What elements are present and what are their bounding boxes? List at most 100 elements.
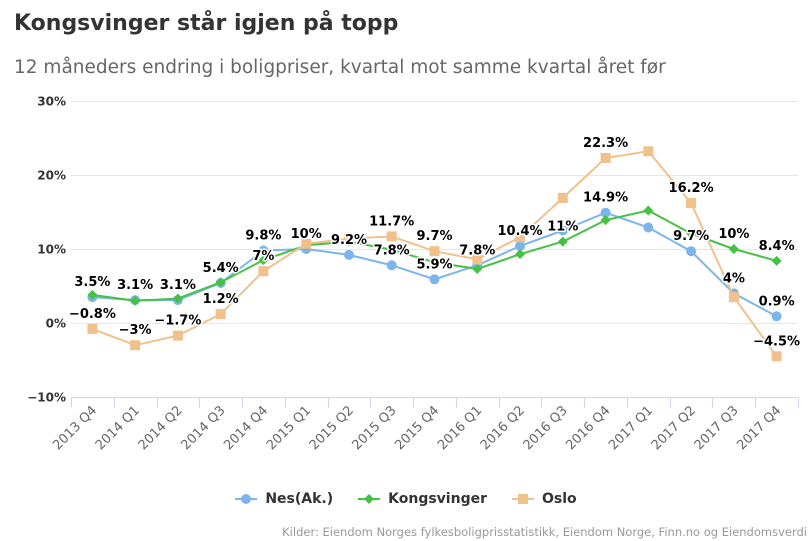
legend: Nes(Ak.) Kongsvinger Oslo <box>0 487 812 511</box>
x-axis-label: 2017 Q4 <box>734 403 784 453</box>
data-point-kongsvinger-2016-q3 <box>557 236 568 247</box>
legend-label-kongsvinger: Kongsvinger <box>388 491 487 507</box>
data-point-kongsvinger-2016-q1 <box>472 263 483 274</box>
data-label-oslo: 22.3% <box>583 136 628 151</box>
data-label-nes-ak: 3.1% <box>160 278 196 293</box>
series-group <box>87 146 782 362</box>
data-label-nes-ak: 7.8% <box>459 243 495 258</box>
data-label-nes-ak: 0.9% <box>759 294 795 309</box>
y-axis: 30% 20% 10% 0% −10% <box>27 95 66 405</box>
data-point-kongsvinger-2017-q2 <box>686 228 697 239</box>
data-label-nes-ak: 10.4% <box>497 224 542 239</box>
data-label-oslo: 7% <box>252 249 274 264</box>
series-oslo <box>87 146 782 362</box>
data-point-kongsvinger-2015-q3 <box>386 244 397 255</box>
x-axis-label: 2015 Q3 <box>350 403 400 453</box>
data-label-kongsvinger: 11% <box>547 220 578 235</box>
y-axis-label: −10% <box>27 391 66 405</box>
legend-marker-square-icon <box>518 494 528 504</box>
data-point-kongsvinger-2014-q3 <box>215 277 226 288</box>
data-point-nes-ak-2016-q2 <box>515 241 525 251</box>
data-point-kongsvinger-2014-q2 <box>172 293 183 304</box>
data-point-nes-ak-2017-q1 <box>643 222 654 233</box>
data-label-nes-ak: 3.1% <box>117 278 153 293</box>
x-axis-label: 2014 Q3 <box>179 403 229 453</box>
data-label-nes-ak: 7.8% <box>374 243 410 258</box>
data-point-kongsvinger-2017-q4 <box>771 255 782 266</box>
data-label-oslo: 9.7% <box>416 229 452 244</box>
data-point-oslo-2017-q1 <box>643 146 654 157</box>
data-point-oslo-2017-q3 <box>728 292 739 303</box>
data-label-oslo: 11.7% <box>369 214 414 229</box>
data-point-oslo-2014-q3 <box>215 309 226 320</box>
x-axis-label: 2014 Q4 <box>221 403 271 453</box>
x-axis-label: 2015 Q2 <box>307 403 357 453</box>
legend-symbol-oslo <box>512 494 534 504</box>
chart-title: Kongsvinger står igjen på topp <box>14 11 399 36</box>
x-axis-label: 2015 Q4 <box>392 403 442 453</box>
data-point-oslo-2013-q4 <box>87 323 98 334</box>
data-point-kongsvinger-2014-q1 <box>130 295 141 306</box>
data-point-nes-ak-2017-q4 <box>771 311 782 322</box>
data-point-oslo-2016-q1 <box>472 254 483 265</box>
data-label-nes-ak: 9.7% <box>673 229 709 244</box>
data-label-nes-ak: 4% <box>723 271 745 286</box>
data-label-oslo: 16.2% <box>669 181 714 196</box>
legend-label-nes: Nes(Ak.) <box>265 491 334 507</box>
data-point-oslo-2015-q2 <box>344 233 354 244</box>
legend-item-kongsvinger[interactable]: Kongsvinger <box>358 491 487 507</box>
data-point-oslo-2015-q3 <box>386 231 397 242</box>
data-point-nes-ak-2015-q2 <box>344 249 354 260</box>
data-point-oslo-2014-q4 <box>258 266 269 277</box>
data-point-kongsvinger-2013-q4 <box>87 289 98 300</box>
data-label-oslo: −3% <box>119 323 152 338</box>
data-point-oslo-2016-q2 <box>515 232 525 243</box>
data-point-oslo-2017-q2 <box>686 198 697 209</box>
data-label-nes-ak: 5.9% <box>416 257 452 272</box>
data-label-nes-ak: 5.4% <box>203 261 239 276</box>
data-point-oslo-2014-q2 <box>172 330 183 341</box>
x-axis-label: 2015 Q1 <box>264 403 314 453</box>
data-point-kongsvinger-2016-q2 <box>515 249 526 260</box>
x-axis-label: 2016 Q2 <box>478 403 528 453</box>
data-label-nes-ak: 3.5% <box>74 275 110 290</box>
data-point-nes-ak-2014-q4 <box>258 245 269 256</box>
data-label-oslo: 1.2% <box>203 292 239 307</box>
data-point-oslo-2017-q4 <box>771 351 782 362</box>
x-axis-label: 2016 Q4 <box>563 403 613 453</box>
y-axis-label: 0% <box>46 317 66 331</box>
x-axis-label: 2017 Q2 <box>649 403 699 453</box>
legend-label-oslo: Oslo <box>542 491 577 507</box>
x-axis-label: 2014 Q2 <box>136 403 186 453</box>
data-label-oslo: −1.7% <box>154 314 201 329</box>
legend-item-oslo[interactable]: Oslo <box>512 491 577 507</box>
data-point-oslo-2015-q4 <box>429 246 440 257</box>
x-axis-label: 2014 Q1 <box>93 403 143 453</box>
data-point-kongsvinger-2014-q4 <box>258 255 269 266</box>
data-labels: 3.5%−0.8%3.1%−3%3.1%−1.7%5.4%1.2%9.8%7%1… <box>67 135 801 351</box>
legend-symbol-nes <box>235 494 258 504</box>
legend-item-nes[interactable]: Nes(Ak.) <box>235 491 333 507</box>
data-label-oslo: −0.8% <box>69 307 116 322</box>
data-label-nes-ak: 14.9% <box>583 191 628 206</box>
legend-marker-diamond-icon <box>364 494 375 504</box>
data-point-kongsvinger-2016-q4 <box>600 215 611 226</box>
data-label-kongsvinger: 10% <box>718 227 749 242</box>
legend-marker-circle-icon <box>241 494 252 504</box>
data-point-oslo-2015-q1 <box>301 238 312 249</box>
legend-symbol-kongsvinger <box>358 494 381 504</box>
data-point-nes-ak-2015-q4 <box>429 274 440 285</box>
chart-subtitle: 12 måneders endring i boligpriser, kvart… <box>14 57 666 78</box>
data-point-nes-ak-2016-q3 <box>557 225 568 236</box>
source-credits: Kilder: Eiendom Norges fylkesboligprisst… <box>282 525 807 539</box>
data-point-oslo-2014-q1 <box>130 340 141 351</box>
data-label-oslo: −4.5% <box>753 334 800 349</box>
x-axis-label: 2017 Q1 <box>606 403 656 453</box>
data-point-kongsvinger-2017-q3 <box>728 244 739 254</box>
data-label-nes-ak: 9.8% <box>245 229 281 244</box>
data-point-oslo-2016-q4 <box>600 153 611 163</box>
data-label-nes-ak: 9.2% <box>331 233 367 248</box>
